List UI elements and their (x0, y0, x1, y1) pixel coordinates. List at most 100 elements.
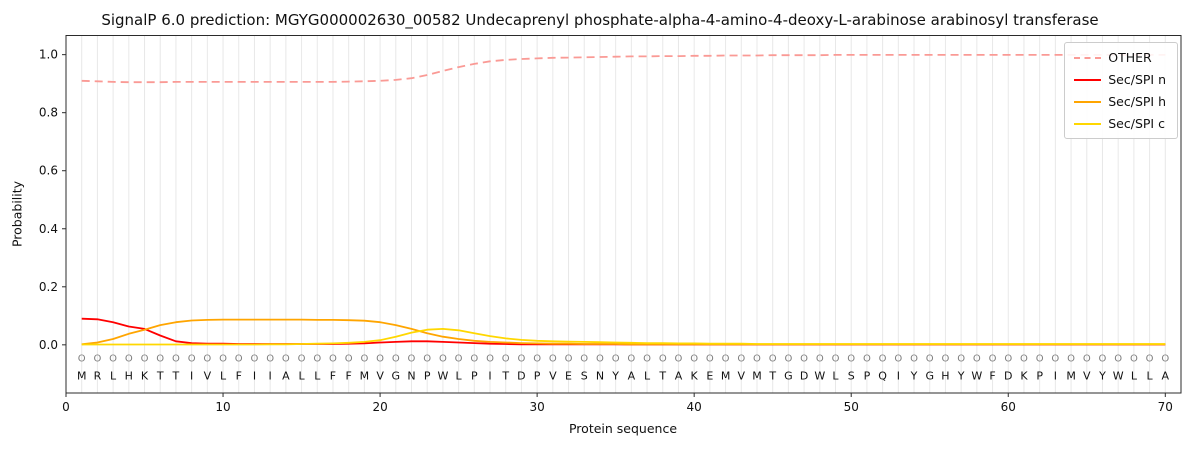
position-marker: O (769, 353, 777, 364)
sequence-letter: H (941, 369, 949, 382)
sequence-letter: Y (1098, 369, 1106, 382)
legend-line-sample (1074, 56, 1102, 59)
position-marker: O (1067, 353, 1075, 364)
position-marker: O (203, 353, 211, 364)
y-tick-label: 0.0 (39, 338, 58, 352)
sequence-letter: F (346, 369, 352, 382)
sequence-letter: T (768, 369, 776, 382)
sequence-letter: V (376, 369, 384, 382)
sequence-letter: Q (878, 369, 887, 382)
position-marker: O (141, 353, 149, 364)
position-marker: O (659, 353, 667, 364)
sequence-letter: L (456, 369, 463, 382)
position-marker: O (455, 353, 463, 364)
sequence-letter: K (1020, 369, 1028, 382)
sequence-letter: K (691, 369, 699, 382)
position-marker: O (737, 353, 745, 364)
sequence-letter: P (534, 369, 541, 382)
sequence-letter: Y (910, 369, 918, 382)
sequence-letter: P (424, 369, 431, 382)
sequence-letter: E (706, 369, 713, 382)
sequence-letter: I (488, 369, 491, 382)
sequence-letter: L (220, 369, 227, 382)
sequence-letter: N (596, 369, 604, 382)
legend-label: Sec/SPI n (1108, 72, 1166, 87)
position-marker: O (188, 353, 196, 364)
legend-item-sec-spi-h: Sec/SPI h (1074, 94, 1166, 109)
sequence-letter: R (94, 369, 102, 382)
position-marker: O (675, 353, 683, 364)
position-marker: O (1036, 353, 1044, 364)
sequence-letter: A (628, 369, 636, 382)
sequence-letter: T (172, 369, 180, 382)
sequence-letter: T (501, 369, 509, 382)
legend-item-other: OTHER (1074, 50, 1166, 65)
position-marker: O (1114, 353, 1122, 364)
sequence-letter: A (1162, 369, 1170, 382)
sequence-letter: I (1054, 369, 1057, 382)
legend-label: Sec/SPI c (1108, 116, 1165, 131)
sequence-letter: K (141, 369, 149, 382)
sequence-letter: E (565, 369, 572, 382)
position-marker: O (1004, 353, 1012, 364)
position-marker: O (392, 353, 400, 364)
position-marker: O (78, 353, 86, 364)
position-marker: O (408, 353, 416, 364)
sequence-letter: L (1147, 369, 1154, 382)
sequence-letter: L (110, 369, 117, 382)
sequence-letter: I (253, 369, 256, 382)
position-marker: O (172, 353, 180, 364)
series-line-other (81, 54, 1166, 84)
sequence-letter: M (752, 369, 762, 382)
legend: OTHER Sec/SPI n Sec/SPI h Sec/SPI c (1064, 42, 1178, 139)
legend-label: OTHER (1108, 50, 1152, 65)
sequence-letter: I (897, 369, 900, 382)
y-axis-ticks: 0.0 0.2 0.4 0.6 0.8 1.0 (39, 48, 66, 352)
position-marker: O (282, 353, 290, 364)
sequence-letter: L (832, 369, 839, 382)
position-marker: O (643, 353, 651, 364)
sequence-letter: Y (611, 369, 619, 382)
position-marker: O (1161, 353, 1169, 364)
sequence-letter: P (864, 369, 871, 382)
legend-line-sample (1074, 122, 1102, 125)
x-tick-label: 20 (372, 400, 387, 414)
sequence-letter: T (156, 369, 164, 382)
sequence-letter: I (190, 369, 193, 382)
sequence-letter: Y (957, 369, 965, 382)
position-marker: O (863, 353, 871, 364)
legend-line-sample (1074, 100, 1102, 103)
position-marker: O (470, 353, 478, 364)
x-tick-label: 40 (687, 400, 702, 414)
sequence-letter: L (1131, 369, 1138, 382)
position-marker: O (376, 353, 384, 364)
chart-title: SignalP 6.0 prediction: MGYG000002630_00… (101, 11, 1099, 29)
position-marker: O (423, 353, 431, 364)
sequence-letter: W (437, 369, 448, 382)
position-marker: O (832, 353, 840, 364)
x-tick-label: 0 (62, 400, 70, 414)
x-tick-label: 70 (1158, 400, 1173, 414)
sequence-letter: M (721, 369, 731, 382)
sequence-letter: S (581, 369, 588, 382)
position-marker: O (722, 353, 730, 364)
position-marker: O (926, 353, 934, 364)
sequence-letter: M (77, 369, 87, 382)
position-marker: O (439, 353, 447, 364)
sequence-letter: G (784, 369, 793, 382)
sequence-letter: F (989, 369, 995, 382)
position-marker: O (580, 353, 588, 364)
position-marker: O (816, 353, 824, 364)
y-tick-label: 0.2 (39, 280, 58, 294)
position-marker: O (219, 353, 227, 364)
position-marker: O (973, 353, 981, 364)
position-marker: O (1099, 353, 1107, 364)
x-tick-label: 60 (1001, 400, 1016, 414)
position-marker: O (235, 353, 243, 364)
x-axis-ticks: 0 10 20 30 40 50 60 70 (62, 393, 1173, 414)
position-marker: O (125, 353, 133, 364)
